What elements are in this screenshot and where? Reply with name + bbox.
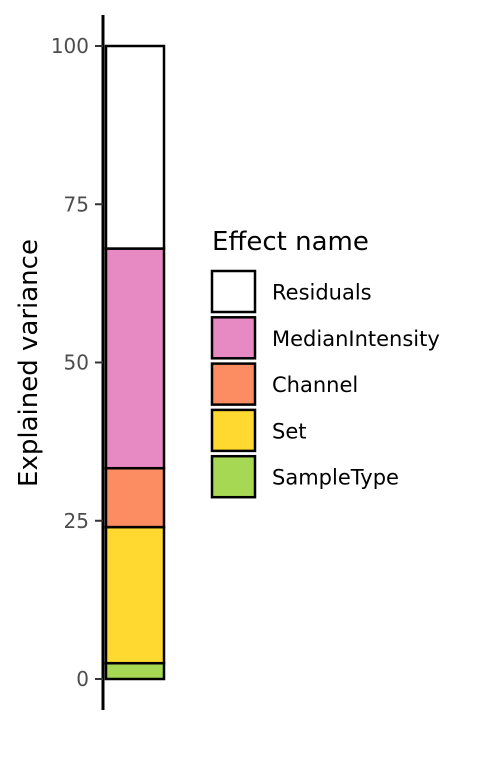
bar-segment-channel	[104, 466, 166, 529]
bar-segment-medianintensity	[104, 247, 166, 470]
legend-title: Effect name	[212, 227, 369, 257]
bars	[104, 44, 166, 681]
legend-key-residuals	[210, 269, 257, 314]
bar-segment-set	[104, 525, 166, 665]
legend-label-channel: Channel	[272, 373, 358, 397]
y-axis-label: Explained variance	[14, 239, 44, 487]
bar-segment-residuals	[104, 44, 166, 250]
legend-label-residuals: Residuals	[272, 281, 372, 305]
y-tick-label-25: 25	[64, 509, 89, 533]
legend: Effect name Residuals MedianIntensity Chan…	[210, 227, 440, 499]
y-tick-label-0: 0	[76, 667, 89, 691]
bar-segment-sampletype	[104, 661, 166, 681]
legend-label-sampletype: SampleType	[272, 466, 399, 490]
y-tick-label-75: 75	[64, 192, 89, 216]
y-tick-label-50: 50	[64, 351, 89, 375]
legend-label-medianintensity: MedianIntensity	[272, 327, 440, 351]
legend-key-medianintensity	[210, 316, 257, 360]
legend-key-set	[210, 408, 257, 453]
legend-key-channel	[210, 362, 257, 406]
y-axis: 0 25 50 75 100	[51, 15, 105, 710]
legend-key-sampletype	[210, 454, 257, 499]
legend-label-set: Set	[272, 419, 306, 443]
y-tick-label-100: 100	[51, 34, 89, 58]
